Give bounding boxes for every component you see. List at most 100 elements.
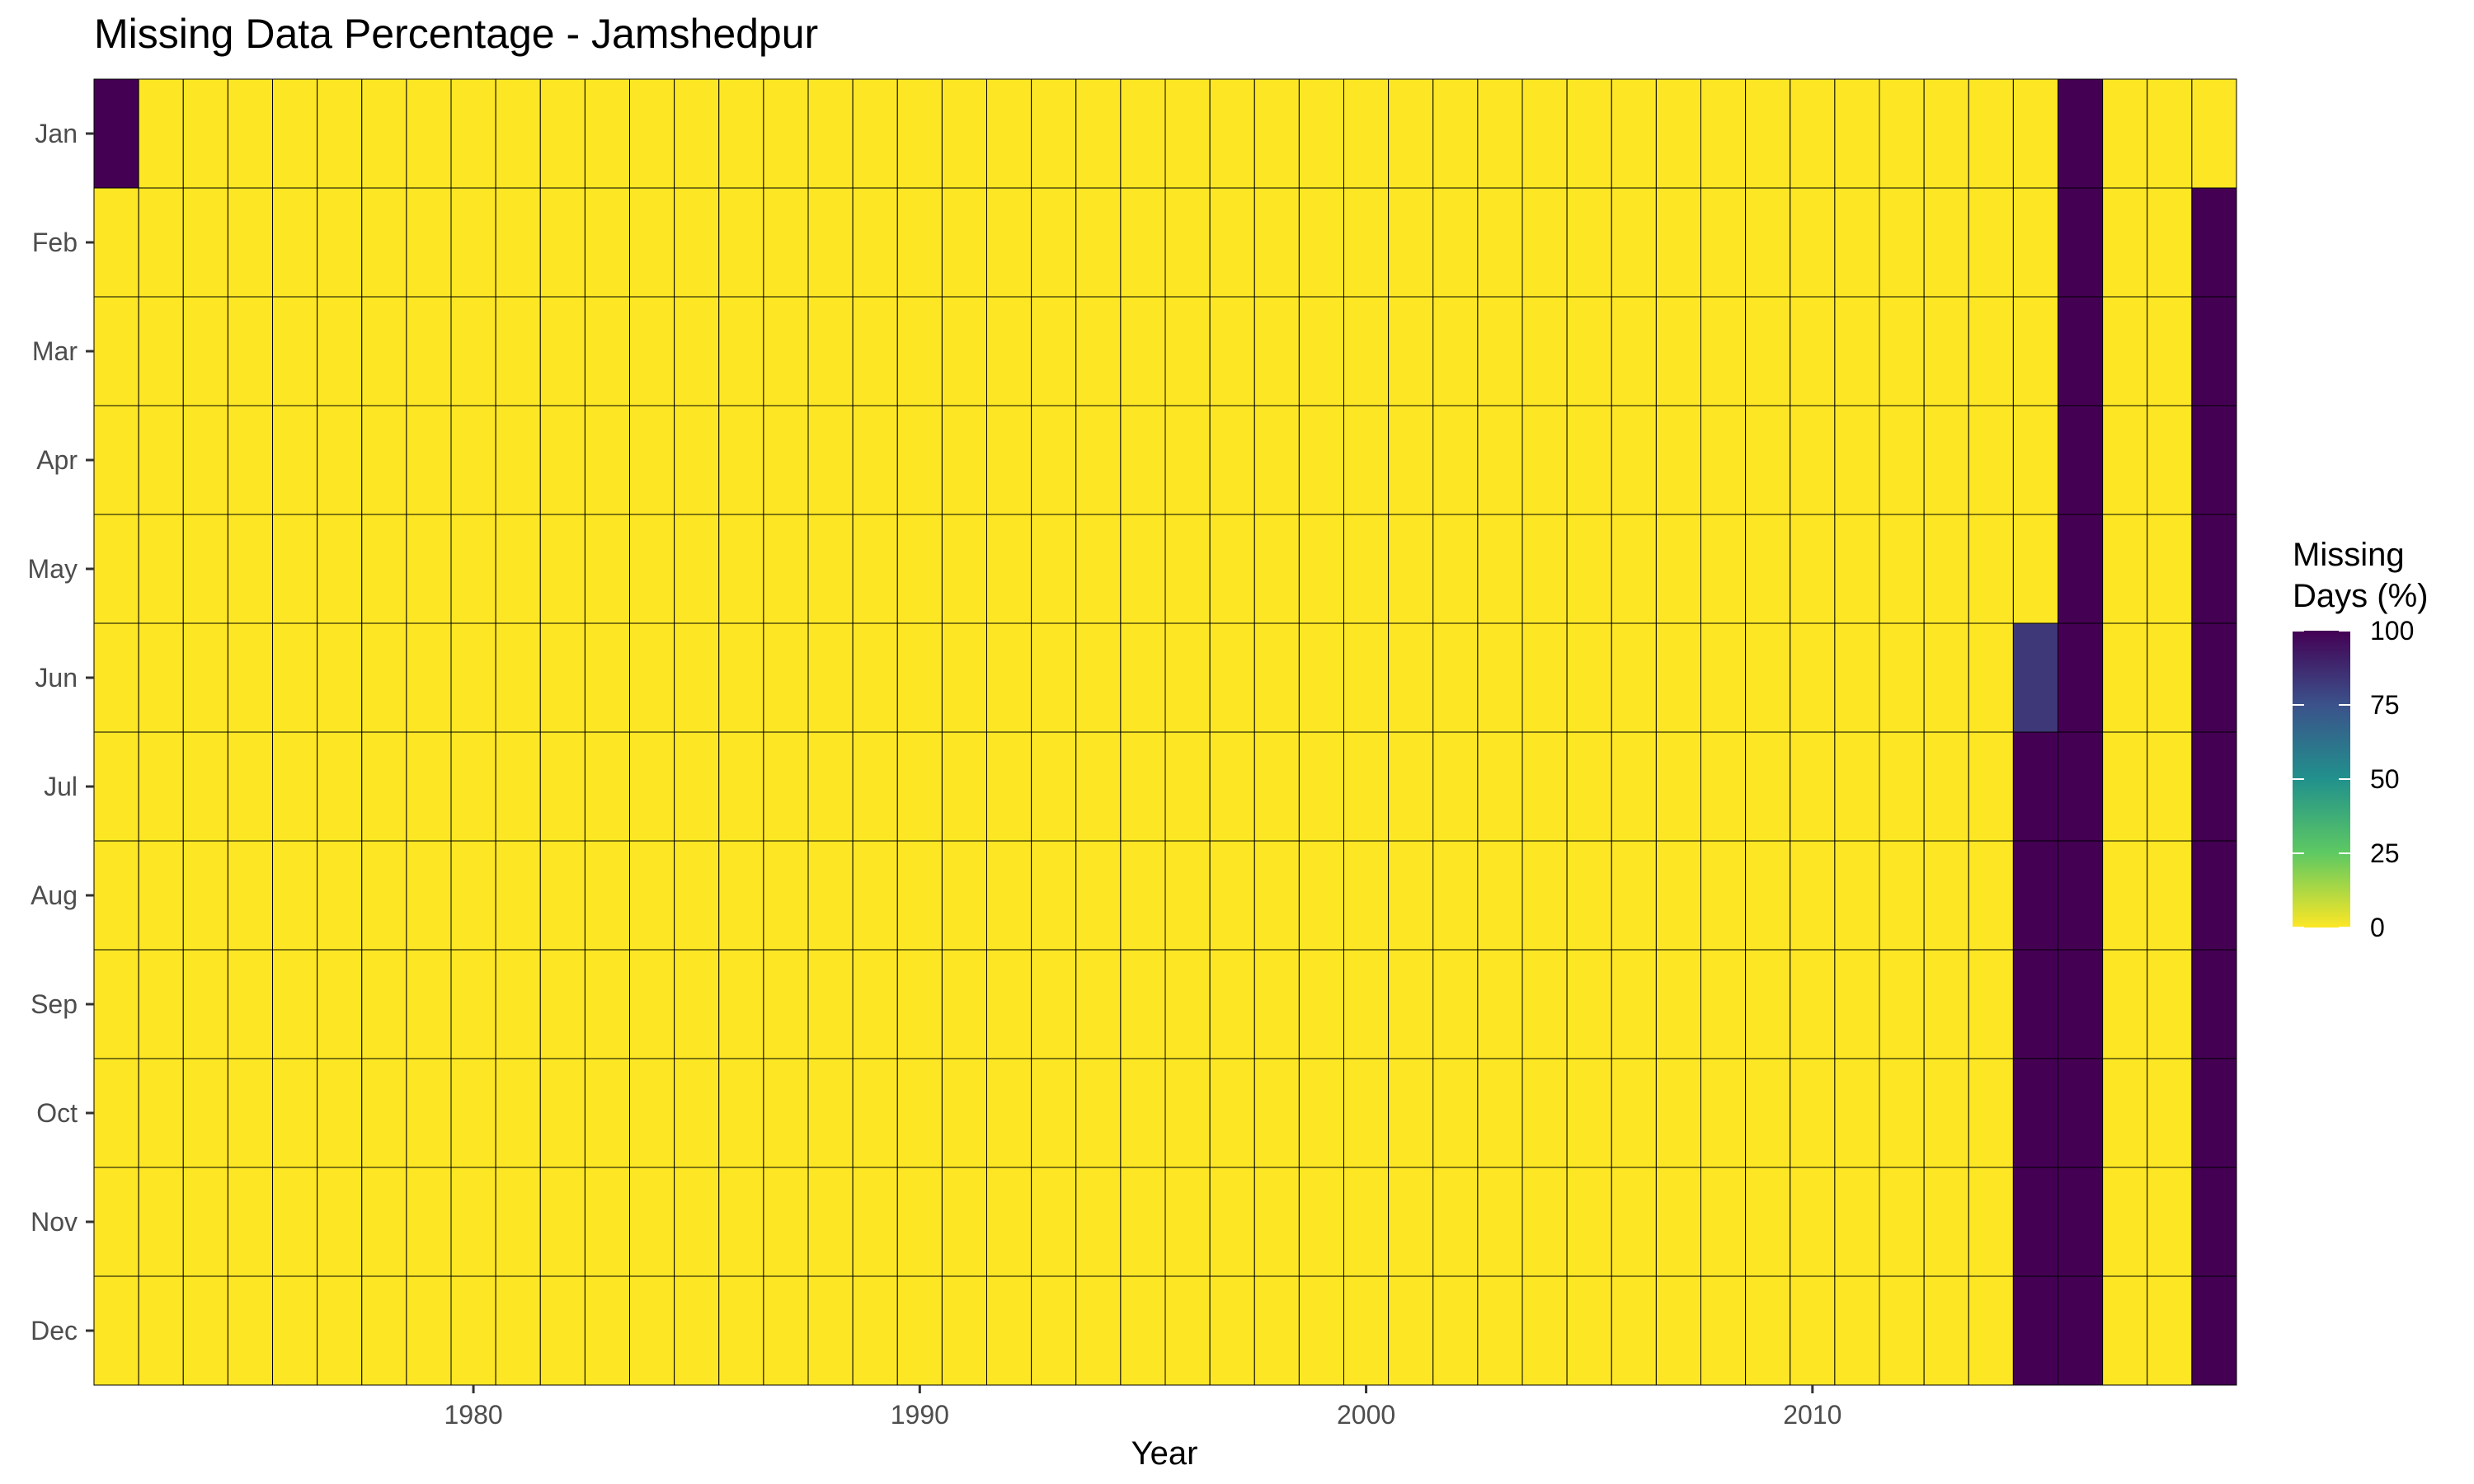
heatmap-cell-2009-dec [1745, 1275, 1791, 1386]
heatmap-cell-1975-apr [227, 405, 273, 515]
heatmap-cell-2008-jun [1700, 622, 1747, 733]
heatmap-cell-2007-may [1655, 514, 1701, 624]
heatmap-cell-2012-sep [1879, 949, 1925, 1059]
heatmap-cell-1979-oct [406, 1058, 452, 1168]
heatmap-cell-2006-nov [1611, 1167, 1657, 1277]
heatmap-cell-2016-nov [2058, 1167, 2104, 1277]
heatmap-cell-2011-apr [1834, 405, 1880, 515]
heatmap-cell-1975-feb [227, 187, 273, 298]
heatmap-cell-2005-may [1566, 514, 1612, 624]
heatmap-cell-2004-apr [1522, 405, 1568, 515]
heatmap-cell-2018-feb [2147, 187, 2193, 298]
heatmap-cell-1998-may [1253, 514, 1300, 624]
heatmap-cell-1972-sep [93, 949, 139, 1059]
heatmap-cell-1982-jun [539, 622, 586, 733]
heatmap-cell-2015-sep [2012, 949, 2058, 1059]
heatmap-cell-2008-aug [1700, 840, 1747, 951]
heatmap-cell-2008-nov [1700, 1167, 1747, 1277]
heatmap-cell-2014-oct [1968, 1058, 2014, 1168]
heatmap-cell-2004-sep [1522, 949, 1568, 1059]
heatmap-cell-2018-dec [2147, 1275, 2193, 1386]
heatmap-cell-1992-jul [986, 731, 1032, 842]
heatmap-cell-1993-may [1031, 514, 1077, 624]
heatmap-cell-2000-sep [1343, 949, 1390, 1059]
legend-title-line-2: Days (%) [2293, 578, 2428, 614]
heatmap-cell-1978-oct [361, 1058, 407, 1168]
heatmap-cell-2001-jun [1388, 622, 1434, 733]
heatmap-cell-2007-mar [1655, 296, 1701, 406]
heatmap-cell-2019-aug [2191, 840, 2237, 951]
heatmap-cell-1977-feb [317, 187, 363, 298]
heatmap-cell-2003-nov [1477, 1167, 1523, 1277]
heatmap-cell-1998-aug [1253, 840, 1300, 951]
heatmap-cell-1988-feb [807, 187, 854, 298]
heatmap-cell-2011-jul [1834, 731, 1880, 842]
heatmap-cell-2003-apr [1477, 405, 1523, 515]
heatmap-cell-1978-dec [361, 1275, 407, 1386]
heatmap-cell-1976-nov [272, 1167, 318, 1277]
heatmap-cell-1972-jan [93, 78, 139, 189]
heatmap-cell-1973-jan [138, 78, 184, 189]
heatmap-cell-2003-jan [1477, 78, 1523, 189]
heatmap-cell-1996-nov [1164, 1167, 1211, 1277]
heatmap-cell-2010-oct [1790, 1058, 1836, 1168]
heatmap-cell-1985-apr [674, 405, 720, 515]
heatmap-cell-2010-feb [1790, 187, 1836, 298]
heatmap-cell-1983-may [584, 514, 630, 624]
heatmap-cell-2019-jan [2191, 78, 2237, 189]
heatmap-cell-1996-jul [1164, 731, 1211, 842]
heatmap-cell-2017-sep [2102, 949, 2148, 1059]
heatmap-cell-2005-oct [1566, 1058, 1612, 1168]
heatmap-cell-2007-jul [1655, 731, 1701, 842]
heatmap-cell-1978-mar [361, 296, 407, 406]
heatmap-cell-1982-mar [539, 296, 586, 406]
heatmap-cell-2017-jul [2102, 731, 2148, 842]
heatmap-cell-2004-aug [1522, 840, 1568, 951]
heatmap-cell-2019-may [2191, 514, 2237, 624]
heatmap-cell-2004-nov [1522, 1167, 1568, 1277]
heatmap-cell-1986-apr [718, 405, 764, 515]
heatmap-cell-1985-sep [674, 949, 720, 1059]
heatmap-cell-2003-sep [1477, 949, 1523, 1059]
heatmap-cell-1976-aug [272, 840, 318, 951]
heatmap-cell-2016-jan [2058, 78, 2104, 189]
heatmap-cell-1997-mar [1209, 296, 1255, 406]
heatmap-cell-1980-apr [450, 405, 496, 515]
heatmap-cell-2018-sep [2147, 949, 2193, 1059]
heatmap-cell-1976-apr [272, 405, 318, 515]
heatmap-cell-1984-dec [629, 1275, 675, 1386]
heatmap-cell-1975-nov [227, 1167, 273, 1277]
heatmap-cell-1994-may [1075, 514, 1122, 624]
heatmap-cell-1998-dec [1253, 1275, 1300, 1386]
heatmap-cell-2007-aug [1655, 840, 1701, 951]
heatmap-cell-1976-may [272, 514, 318, 624]
heatmap-cell-2011-jun [1834, 622, 1880, 733]
heatmap-cell-2017-dec [2102, 1275, 2148, 1386]
heatmap-cell-2008-feb [1700, 187, 1747, 298]
legend-title-line-1: Missing [2293, 537, 2405, 573]
heatmap-cell-2006-sep [1611, 949, 1657, 1059]
heatmap-cell-2006-feb [1611, 187, 1657, 298]
heatmap-cell-1977-jun [317, 622, 363, 733]
heatmap-cell-1990-aug [896, 840, 943, 951]
heatmap-cell-1998-jun [1253, 622, 1300, 733]
heatmap-cell-1989-jun [852, 622, 898, 733]
heatmap-cell-2008-dec [1700, 1275, 1747, 1386]
heatmap-cell-2017-nov [2102, 1167, 2148, 1277]
heatmap-cell-2000-mar [1343, 296, 1390, 406]
heatmap-cell-2005-jan [1566, 78, 1612, 189]
heatmap-cell-2007-oct [1655, 1058, 1701, 1168]
heatmap-cell-1991-nov [941, 1167, 987, 1277]
heatmap-cell-2012-feb [1879, 187, 1925, 298]
heatmap-cell-2013-may [1923, 514, 1969, 624]
heatmap-cell-1990-jun [896, 622, 943, 733]
heatmap-cell-2009-oct [1745, 1058, 1791, 1168]
heatmap-cell-1994-jun [1075, 622, 1122, 733]
chart-title: Missing Data Percentage - Jamshedpur [94, 11, 818, 57]
heatmap-cell-1995-feb [1120, 187, 1166, 298]
heatmap-cell-2013-oct [1923, 1058, 1969, 1168]
heatmap-cell-2002-jun [1432, 622, 1479, 733]
heatmap-cell-1987-mar [763, 296, 809, 406]
heatmap-cell-2009-mar [1745, 296, 1791, 406]
heatmap-cell-1990-feb [896, 187, 943, 298]
